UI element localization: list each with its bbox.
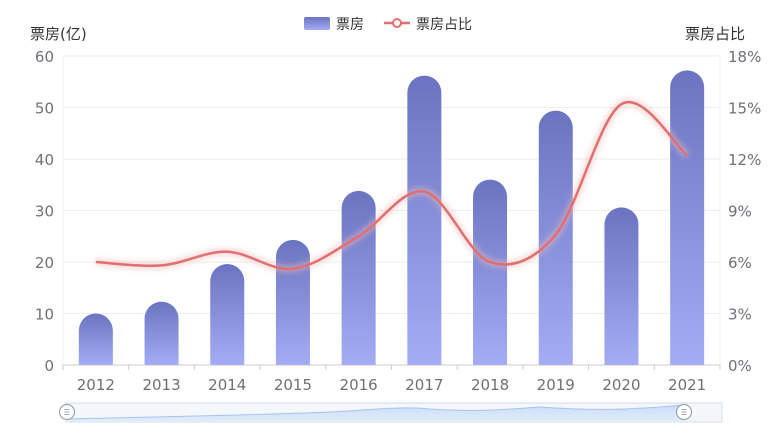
x-tick-label: 2016: [340, 376, 378, 394]
legend[interactable]: 票房 票房占比: [304, 17, 472, 33]
bar: [144, 301, 179, 365]
y-right-tick-label: 3%: [728, 306, 752, 324]
data-zoom-handle-left[interactable]: [58, 403, 76, 421]
data-zoom-slider[interactable]: [58, 402, 723, 423]
x-tick-label: 2019: [537, 376, 575, 394]
bar: [78, 313, 113, 365]
bar: [670, 70, 705, 366]
legend-line-label: 票房占比: [416, 17, 472, 33]
y-right-tick-label: 12%: [728, 151, 761, 169]
bar: [604, 207, 639, 365]
legend-bar-swatch: [304, 17, 330, 30]
legend-bar-label: 票房: [336, 17, 364, 33]
y-left-tick-label: 40: [35, 151, 54, 169]
x-tick-label: 2020: [602, 376, 640, 394]
bar: [407, 75, 442, 365]
y-left-tick-label: 10: [35, 306, 54, 324]
y-left-tick-label: 50: [35, 100, 54, 118]
data-zoom-handle-right[interactable]: [675, 403, 693, 421]
y-right-tick-label: 6%: [728, 254, 752, 272]
x-tick-label: 2014: [208, 376, 246, 394]
y-left-tick-label: 30: [35, 203, 54, 221]
y-right-tick-label: 9%: [728, 203, 752, 221]
bar: [275, 239, 310, 365]
y-left-tick-label: 20: [35, 254, 54, 272]
y-axis-left-label: 票房(亿): [30, 25, 87, 43]
legend-line-marker: [392, 18, 402, 28]
legend-item-bar[interactable]: 票房: [304, 17, 364, 33]
line-shadow: [95, 98, 690, 273]
x-axis-ticks: 2012 2013 2014 2015 2016 2017 2018 2019 2020 2021: [62, 365, 721, 394]
y-left-tick-label: 0: [44, 357, 54, 375]
x-tick-label: 2017: [405, 376, 443, 394]
x-tick-label: 2013: [142, 376, 180, 394]
y-axis-left-ticks: 0 10 20 30 40 50 60: [35, 48, 54, 375]
y-left-tick-label: 60: [35, 48, 54, 66]
x-tick-label: 2018: [471, 376, 509, 394]
bar: [473, 179, 508, 365]
y-right-tick-label: 18%: [728, 48, 761, 66]
bar: [341, 190, 376, 365]
x-tick-label: 2012: [77, 376, 115, 394]
data-zoom-preview-line: [65, 404, 685, 420]
x-tick-label: 2015: [274, 376, 312, 394]
bar: [210, 264, 245, 365]
line-path: [95, 100, 688, 271]
y-axis-right-ticks: 0% 3% 6% 9% 12% 15% 18%: [728, 48, 761, 375]
y-right-tick-label: 15%: [728, 100, 761, 118]
x-tick-label: 2021: [668, 376, 706, 394]
legend-item-line[interactable]: 票房占比: [384, 17, 472, 33]
bar-series: [78, 70, 705, 366]
y-axis-right-label: 票房占比: [685, 25, 745, 43]
line-series: [95, 98, 690, 273]
data-zoom-preview: [66, 405, 684, 422]
y-right-tick-label: 0%: [728, 357, 752, 375]
